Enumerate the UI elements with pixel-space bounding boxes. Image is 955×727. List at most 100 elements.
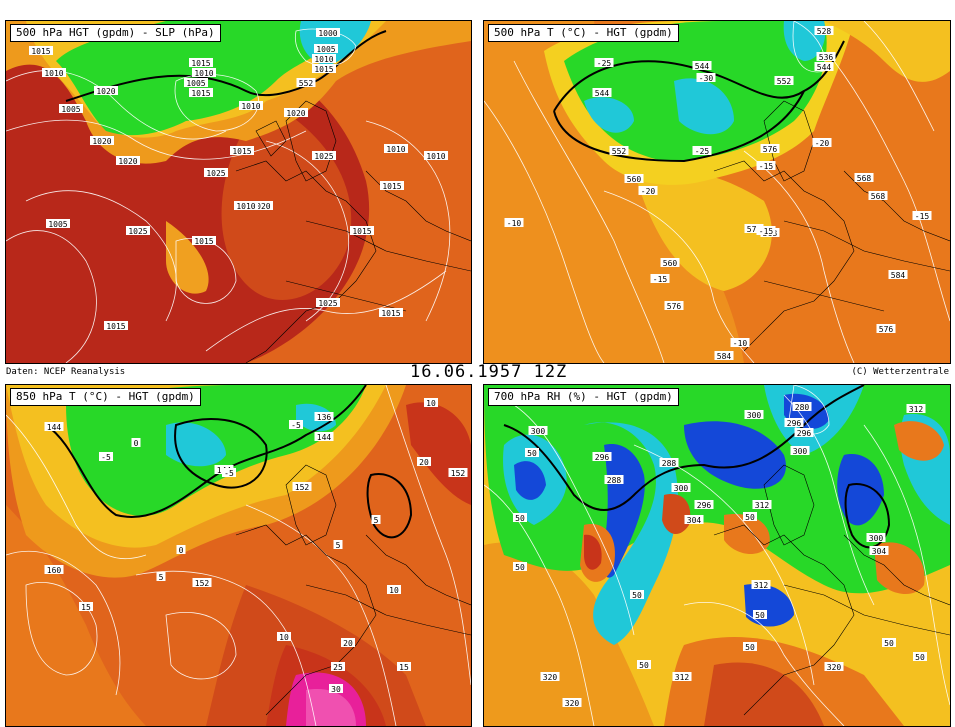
svg-text:50: 50 bbox=[884, 639, 894, 648]
contour-label: 288 bbox=[604, 475, 624, 485]
svg-text:312: 312 bbox=[754, 581, 769, 590]
contour-label: 50 bbox=[882, 638, 896, 648]
contour-label: 1010 bbox=[312, 54, 336, 64]
contour-label: 152 bbox=[192, 578, 212, 588]
contour-label: 576 bbox=[760, 144, 780, 154]
contour-label: 312 bbox=[752, 500, 772, 510]
svg-text:1005: 1005 bbox=[61, 105, 80, 114]
svg-text:312: 312 bbox=[675, 673, 690, 682]
contour-label: 568 bbox=[854, 173, 874, 183]
contour-label: 536 bbox=[816, 52, 836, 62]
contour-label: 50 bbox=[525, 448, 539, 458]
svg-text:-5: -5 bbox=[224, 469, 234, 478]
contour-label: 5 bbox=[371, 515, 381, 525]
contour-label: 1015 bbox=[189, 58, 213, 68]
svg-text:320: 320 bbox=[543, 673, 558, 682]
contour-label: 160 bbox=[44, 565, 64, 575]
svg-text:50: 50 bbox=[755, 611, 765, 620]
map-700hpa-rh-graphic bbox=[484, 385, 950, 726]
svg-text:1010: 1010 bbox=[236, 202, 255, 211]
contour-label: -5 bbox=[99, 452, 113, 462]
contour-label: 576 bbox=[664, 301, 684, 311]
svg-text:25: 25 bbox=[333, 663, 343, 672]
svg-text:300: 300 bbox=[531, 427, 546, 436]
svg-text:50: 50 bbox=[515, 514, 525, 523]
contour-label: 312 bbox=[672, 672, 692, 682]
svg-text:280: 280 bbox=[795, 403, 810, 412]
svg-text:1015: 1015 bbox=[31, 47, 50, 56]
svg-text:568: 568 bbox=[857, 174, 872, 183]
svg-text:576: 576 bbox=[667, 302, 682, 311]
svg-text:-15: -15 bbox=[759, 227, 774, 236]
contour-label: 304 bbox=[869, 546, 889, 556]
contour-label: 528 bbox=[814, 26, 834, 36]
contour-label: -15 bbox=[650, 274, 670, 284]
svg-text:296: 296 bbox=[595, 453, 610, 462]
svg-text:10: 10 bbox=[279, 633, 289, 642]
svg-text:1025: 1025 bbox=[318, 299, 337, 308]
svg-text:300: 300 bbox=[793, 447, 808, 456]
contour-label: 5 bbox=[156, 572, 166, 582]
contour-label: 544 bbox=[692, 61, 712, 71]
svg-text:-15: -15 bbox=[759, 162, 774, 171]
svg-text:1020: 1020 bbox=[92, 137, 111, 146]
contour-label: 312 bbox=[906, 404, 926, 414]
contour-label: 1015 bbox=[379, 308, 403, 318]
contour-label: 136 bbox=[314, 412, 334, 422]
svg-text:136: 136 bbox=[317, 413, 332, 422]
contour-labels: 3003002802882963122962963005028830029630… bbox=[513, 402, 927, 708]
svg-text:50: 50 bbox=[527, 449, 537, 458]
svg-text:1010: 1010 bbox=[241, 102, 260, 111]
contour-label: 568 bbox=[868, 191, 888, 201]
svg-text:-10: -10 bbox=[733, 339, 748, 348]
svg-text:-25: -25 bbox=[597, 59, 612, 68]
svg-text:5: 5 bbox=[336, 541, 341, 550]
svg-text:20: 20 bbox=[419, 458, 429, 467]
contour-label: 300 bbox=[790, 446, 810, 456]
contour-label: -25 bbox=[692, 146, 712, 156]
svg-text:-10: -10 bbox=[507, 219, 522, 228]
contour-label: 0 bbox=[176, 545, 186, 555]
contour-label: 584 bbox=[714, 351, 734, 361]
svg-text:1015: 1015 bbox=[381, 309, 400, 318]
svg-text:1005: 1005 bbox=[316, 45, 335, 54]
svg-text:152: 152 bbox=[295, 483, 310, 492]
contour-label: 300 bbox=[744, 410, 764, 420]
svg-text:300: 300 bbox=[747, 411, 762, 420]
svg-text:15: 15 bbox=[81, 603, 91, 612]
svg-text:1010: 1010 bbox=[194, 69, 213, 78]
svg-text:5: 5 bbox=[159, 573, 164, 582]
svg-text:544: 544 bbox=[695, 62, 710, 71]
contour-label: 1025 bbox=[316, 298, 340, 308]
svg-text:536: 536 bbox=[819, 53, 834, 62]
panel-title: 850 hPa T (°C) - HGT (gpdm) bbox=[10, 388, 201, 406]
contour-label: 1005 bbox=[59, 104, 83, 114]
contour-label: 560 bbox=[624, 174, 644, 184]
contour-label: 320 bbox=[824, 662, 844, 672]
svg-text:1020: 1020 bbox=[251, 202, 270, 211]
contour-label: 552 bbox=[296, 78, 316, 88]
contour-label: 1020 bbox=[284, 108, 308, 118]
contour-label: -15 bbox=[756, 161, 776, 171]
contour-label: 296 bbox=[694, 500, 714, 510]
svg-text:-30: -30 bbox=[699, 74, 714, 83]
svg-text:-5: -5 bbox=[101, 453, 111, 462]
svg-text:5: 5 bbox=[374, 516, 379, 525]
contour-label: 1005 bbox=[184, 78, 208, 88]
contour-label: -20 bbox=[812, 138, 832, 148]
contour-label: 10 bbox=[387, 585, 401, 595]
contour-label: 1015 bbox=[312, 64, 336, 74]
svg-text:-25: -25 bbox=[695, 147, 710, 156]
svg-text:1025: 1025 bbox=[206, 169, 225, 178]
svg-text:50: 50 bbox=[745, 513, 755, 522]
contour-label: 50 bbox=[637, 660, 651, 670]
data-source-label: Daten: NCEP Reanalysis bbox=[6, 367, 126, 377]
contour-label: 552 bbox=[609, 146, 629, 156]
svg-text:552: 552 bbox=[612, 147, 627, 156]
contour-label: 300 bbox=[528, 426, 548, 436]
contour-labels: 1015101010051020101510101005101010001005… bbox=[29, 28, 448, 331]
svg-text:296: 296 bbox=[697, 501, 712, 510]
svg-text:-15: -15 bbox=[653, 275, 668, 284]
contour-label: 25 bbox=[331, 662, 345, 672]
svg-text:50: 50 bbox=[915, 653, 925, 662]
